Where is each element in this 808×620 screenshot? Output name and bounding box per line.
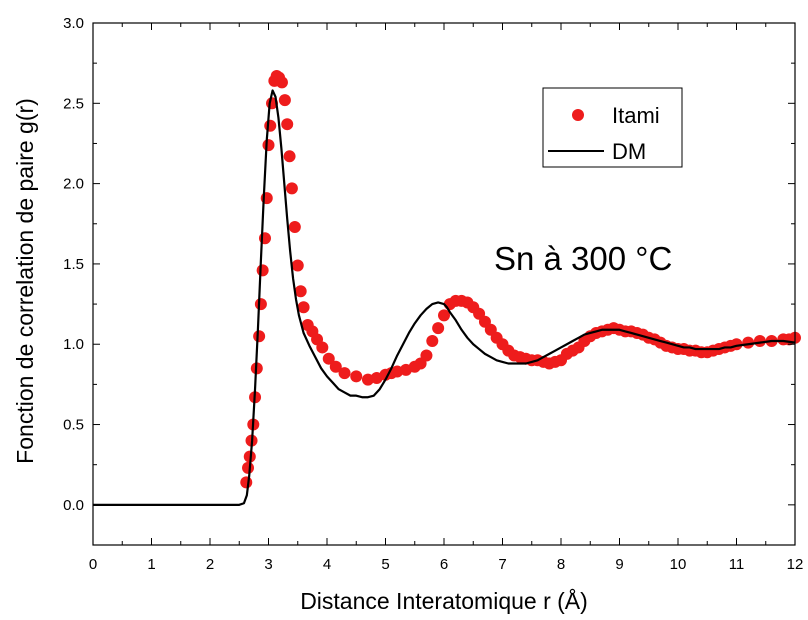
x-tick-label: 7 <box>498 556 506 573</box>
itami-point <box>262 139 275 152</box>
data-layer <box>93 70 801 506</box>
y-tick-label: 1.0 <box>63 336 84 353</box>
itami-point <box>254 298 267 311</box>
itami-point <box>297 301 310 314</box>
itami-point <box>285 182 298 195</box>
axis-ticks <box>92 22 796 546</box>
legend-dm-label: DM <box>612 139 646 164</box>
x-tick-label: 6 <box>440 556 448 573</box>
itami-point <box>316 341 329 354</box>
x-tick-label: 8 <box>557 556 565 573</box>
legend: Itami DM <box>542 87 683 168</box>
itami-point <box>432 322 445 335</box>
y-axis-title: Fonction de correlation de paire g(r) <box>12 98 38 464</box>
itami-point <box>281 118 294 131</box>
itami-point <box>256 264 269 277</box>
x-tick-label: 3 <box>264 556 272 573</box>
tick-labels: 0 1 2 3 4 5 6 7 8 9 10 11 120.00.51.01.52.02.53.0 <box>63 15 803 573</box>
y-tick-label: 3.0 <box>63 15 84 32</box>
itami-point <box>253 330 266 343</box>
itami-point <box>426 335 439 348</box>
itami-point <box>264 119 277 132</box>
y-tick-label: 0.0 <box>63 497 84 514</box>
itami-point <box>240 476 253 489</box>
x-tick-label: 1 <box>147 556 155 573</box>
itami-point <box>338 367 351 380</box>
itami-point <box>322 352 335 365</box>
itami-point <box>294 285 307 298</box>
y-tick-label: 2.0 <box>63 176 84 193</box>
legend-itami-marker <box>572 109 584 121</box>
itami-point <box>329 360 342 373</box>
itami-point <box>291 259 304 272</box>
temperature-annotation: Sn à 300 °C <box>494 240 672 277</box>
x-axis-title: Distance Interatomique r (Å) <box>300 587 588 614</box>
itami-point <box>278 94 291 107</box>
itami-point <box>438 309 450 322</box>
itami-point <box>420 349 433 362</box>
legend-box <box>542 87 683 168</box>
plot-frame <box>92 22 796 546</box>
x-tick-label: 10 <box>670 556 687 573</box>
legend-itami-label: Itami <box>612 103 660 128</box>
itami-point <box>275 76 288 89</box>
itami-point <box>242 461 255 474</box>
itami-point <box>288 220 301 233</box>
itami-point <box>350 370 363 383</box>
x-tick-label: 0 <box>89 556 97 573</box>
x-tick-label: 4 <box>323 556 331 573</box>
itami-point <box>283 150 296 163</box>
y-tick-label: 1.5 <box>63 256 84 273</box>
x-tick-label: 12 <box>787 556 804 573</box>
x-tick-label: 2 <box>206 556 214 573</box>
x-tick-label: 11 <box>729 556 745 573</box>
y-tick-label: 2.5 <box>63 95 84 112</box>
x-tick-label: 9 <box>615 556 623 573</box>
y-tick-label: 0.5 <box>63 417 84 434</box>
x-tick-label: 5 <box>381 556 389 573</box>
dm-line <box>93 89 796 506</box>
